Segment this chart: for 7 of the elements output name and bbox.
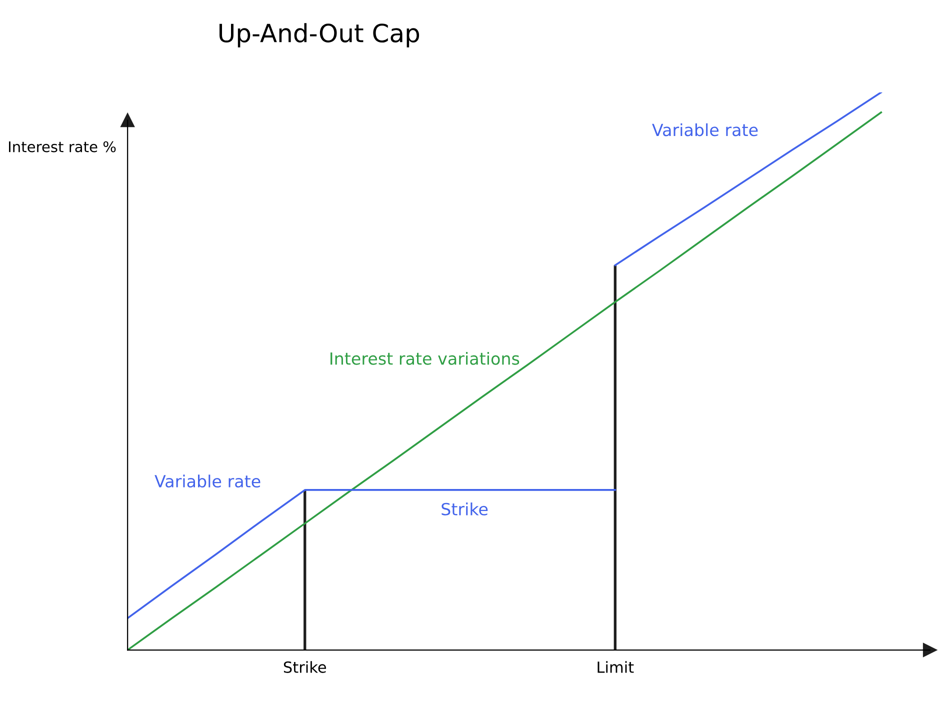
annotation: Variable rate bbox=[154, 474, 260, 488]
chart-title: Up-And-Out Cap bbox=[220, 23, 420, 48]
x-tick-label: Limit bbox=[598, 661, 634, 673]
y-axis-title: Interest rate % bbox=[8, 141, 116, 152]
annotation: Variable rate bbox=[652, 123, 758, 136]
annotation: Interest rate variations bbox=[330, 352, 520, 365]
annotation: Strike bbox=[442, 502, 488, 516]
